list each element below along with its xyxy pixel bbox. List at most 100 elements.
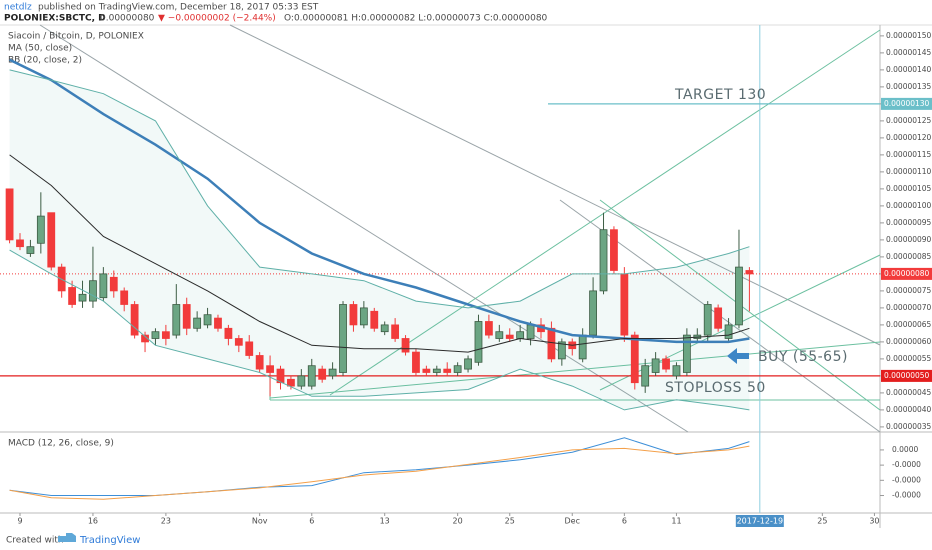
candle-body [422,368,431,373]
candle-body [516,331,525,339]
candle-body [89,280,97,302]
x-tick-label: 23 [161,517,171,526]
candle-body [203,314,212,326]
x-tick-label: 13 [380,517,390,526]
x-tick-label: Nov [252,517,268,526]
y-tick-label: 0.00000090 [886,235,932,244]
y-tick-label: 0.00000045 [886,388,932,397]
indicator-line [9,249,750,411]
last: 0.00000080 [100,14,155,24]
candle-body [287,378,295,387]
x-tick-label: 20 [453,517,463,526]
macd-y-tick-label: 0.0000 [892,445,918,454]
candle-body [599,229,608,292]
candle-body [234,338,243,346]
legend-bb: BB (20, close, 2) [8,56,82,66]
candle-body [120,290,129,305]
candle-body [339,304,347,373]
macd-label: MACD (12, 26, close, 9) [8,439,114,449]
price-box [881,369,932,382]
candle-body [672,365,681,377]
y-tick-label: 0.00000040 [886,405,932,414]
candle-body [610,229,618,271]
candle-body [412,351,420,373]
y-tick-label: 0.00000070 [886,303,932,312]
candle-body [641,365,650,387]
macd-y-tick-label: -0.0000 [892,460,921,469]
candle-body [589,290,597,336]
candle-body [245,341,254,356]
macd-y-tick-label: -0.0000 [892,475,921,484]
y-tick-label: 0.00000100 [886,201,932,210]
x-tick-label: 9 [17,517,22,526]
x-tick-label: 16 [88,517,98,526]
y-tick-label: 0.00000115 [886,150,932,159]
logo [58,533,76,542]
candle-body [151,331,160,339]
x-tick-label: Dec [565,517,580,526]
candle-body [172,304,181,336]
candle-body [578,334,587,360]
candle-body [453,365,462,373]
annotation: STOPLOSS 50 [665,380,766,396]
candle-body [370,310,379,329]
candle-body [735,266,743,326]
y-tick-label: 0.00000110 [886,167,932,176]
y-tick-label: 0.00000125 [886,116,932,125]
candle-body [307,365,316,387]
x-tick-label: 11 [671,517,681,526]
candle-body [109,276,118,292]
x-tick-label: 25 [817,517,827,526]
cursor-label: 2017-12-19 [737,517,784,526]
candle-body [401,338,410,353]
x-tick-label: 6 [622,517,627,526]
author[interactable]: netdlz [4,3,32,13]
y-tick-label: 0.00000135 [886,82,932,91]
candle-body [224,327,233,339]
candle-body [349,304,358,326]
annotation: TARGET 130 [674,87,766,103]
candle-body [380,324,389,333]
y-tick-label: 0.00000105 [886,184,932,193]
legend-symbol: Siacoin / Bitcoin, D, POLONIEX [8,32,144,42]
candle-body [318,368,327,380]
x-tick-label: 30 [869,517,879,526]
cursor-box [735,515,784,527]
y-tick-label: 0.00000060 [886,337,932,346]
annotation: BUY (55-65) [758,349,848,365]
candle-body [557,341,566,360]
candle-body [745,270,754,275]
candle-body [16,239,24,248]
candle-body [141,334,149,343]
candle-body [328,368,337,377]
candle-body [266,365,274,373]
candle-body [432,368,441,373]
macd-line [9,437,750,496]
y-tick-label: 0.00000065 [886,320,932,329]
x-tick-label: 25 [505,517,515,526]
candle-body [714,307,723,329]
candle-body [630,334,639,384]
candle-body [474,321,483,363]
y-tick-label: 0.00000035 [886,422,932,431]
candle-body [443,368,452,373]
footer-brand[interactable]: TradingView [79,535,140,546]
y-tick-label: 0.00000095 [886,218,932,227]
candle-body [464,358,472,370]
candle-body [682,334,691,373]
candle-body [193,317,202,329]
published: published on TradingView.com, December 1… [38,3,319,13]
candle-body [505,334,514,339]
candle-body [703,304,712,336]
price-label: 0.00000130 [884,99,930,108]
y-tick-label: 0.00000120 [886,133,932,142]
candle-body [724,324,733,339]
candle-body [391,324,400,339]
candle-body [5,188,14,241]
y-tick-label: 0.00000140 [886,65,932,74]
footer-created: Created with [6,536,64,546]
indicator-line [9,69,750,309]
candle-body [182,304,191,329]
